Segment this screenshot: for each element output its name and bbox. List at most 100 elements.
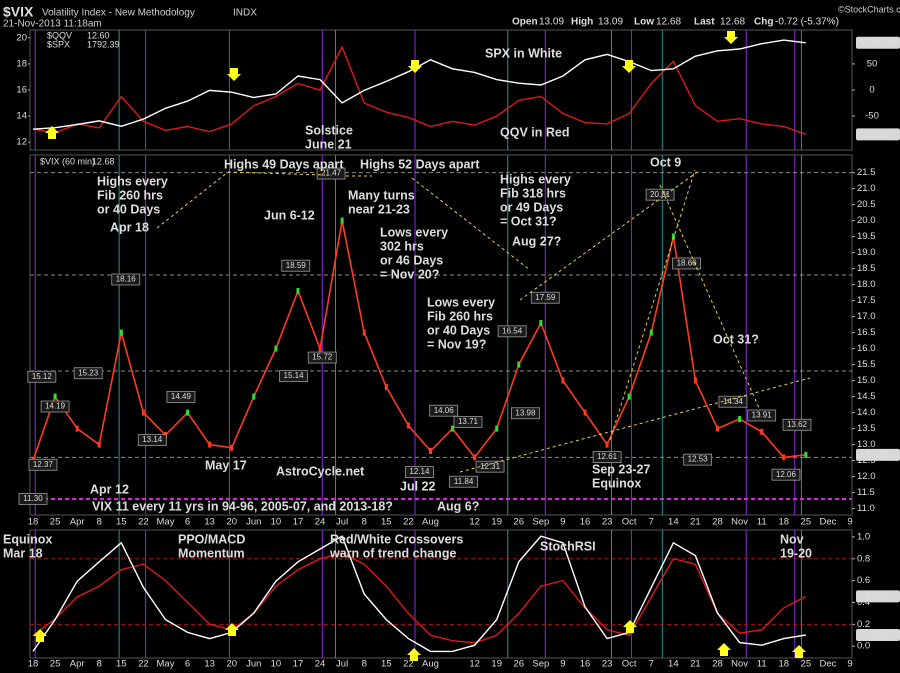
callout-label: 12.06 — [776, 470, 797, 479]
annotation: Fib 318 hrs — [500, 186, 566, 200]
last-value-box — [856, 448, 900, 461]
callout-label: 18.59 — [286, 261, 307, 270]
cycle-arrow — [45, 126, 59, 139]
annotation: Fib 260 hrs — [427, 309, 493, 323]
callout-label: 13.62 — [787, 420, 808, 429]
callout-box — [449, 475, 478, 488]
last-value-label: 12.60 — [866, 129, 890, 140]
panel-frame — [29, 154, 853, 516]
y-tick-label: 1.0 — [857, 531, 870, 542]
y-tick-label: 0.6 — [857, 575, 870, 586]
callout-box — [771, 468, 801, 481]
y-tick-label: 16.0 — [857, 343, 876, 354]
callout-box — [166, 391, 196, 403]
timestamp: 21-Nov-2013 11:18am — [3, 19, 102, 30]
callout-box — [429, 404, 459, 417]
legend-value: 1792.39 — [87, 39, 120, 49]
y-tick-label: 0.2 — [857, 619, 870, 630]
annotation: = Oct 31? — [500, 214, 557, 228]
annotation: Jul 22 — [400, 479, 435, 493]
x-tick-label: 9 — [847, 659, 852, 670]
y-tick-label: 0.8 — [857, 553, 870, 564]
callout-box — [530, 291, 560, 304]
price-point — [384, 384, 388, 390]
symbol: $VIX — [3, 4, 34, 20]
x-tick-label: May — [157, 517, 175, 528]
x-tick-label: 25 — [50, 659, 61, 670]
price-point — [252, 393, 256, 400]
price-point — [75, 425, 79, 432]
price-point — [495, 425, 499, 432]
callout-box — [316, 167, 346, 180]
x-tick-label: 17 — [293, 659, 304, 670]
trend-line — [411, 177, 531, 271]
annotation: SPX in White — [485, 46, 562, 60]
x-tick-label: Dec — [819, 517, 836, 528]
x-tick-label: Dec — [819, 659, 836, 670]
x-tick-label: Jul — [336, 659, 348, 670]
callout-box — [40, 400, 70, 413]
price-point — [230, 444, 234, 451]
last-value-label: 4.518 — [866, 629, 890, 640]
trend-line — [609, 169, 696, 441]
callout-label: 13.14 — [142, 435, 163, 444]
x-tick-label: 18 — [778, 659, 789, 670]
y-tick-label: 17.5 — [857, 295, 876, 306]
x-tick-label: 18 — [28, 517, 39, 528]
quote-label: Last — [694, 17, 715, 28]
y-tick-label: 13.5 — [857, 423, 876, 434]
y-tick-label: 50 — [867, 58, 878, 69]
y-tick-label: -50 — [865, 111, 879, 122]
annotation: Highs 49 Days apart — [224, 157, 344, 171]
annotation: PPO/MACD — [178, 532, 245, 546]
quote-value: -0.72 (-5.37%) — [775, 17, 839, 28]
legend-name: $QQV — [47, 30, 72, 40]
callout-box — [497, 325, 527, 338]
annotation: = Nov 19? — [427, 337, 486, 351]
y-tick-label: 16 — [16, 85, 27, 96]
annotation: or 49 Days — [500, 200, 563, 214]
annotation: Apr 18 — [110, 220, 149, 234]
callout-box — [405, 466, 434, 479]
callout-label: 12.14 — [409, 467, 430, 476]
price-point — [671, 233, 675, 240]
annotation: 19-20 — [780, 546, 812, 560]
x-tick-label: 15 — [116, 517, 127, 528]
y-tick-label: 14.0 — [857, 407, 876, 418]
x-tick-label: 11 — [757, 517, 767, 528]
price-point — [141, 409, 145, 416]
quote-value: 13.09 — [598, 17, 623, 28]
legend-value: 12.60 — [87, 30, 110, 40]
series-line — [32, 39, 806, 130]
price-point — [208, 441, 212, 448]
callout-label: 13.71 — [458, 417, 479, 426]
price-point — [693, 377, 697, 384]
price-point — [804, 451, 808, 458]
y-tick-label: 15.0 — [857, 375, 876, 386]
legend-name: $VIX (60 min) — [40, 156, 95, 166]
callout-label: 12.31 — [480, 462, 501, 471]
annotation: Fib 260 hrs — [97, 188, 163, 202]
cycle-arrow — [408, 60, 422, 73]
callout-label: 14.19 — [45, 402, 66, 411]
callout-label: 13.91 — [752, 411, 773, 420]
callout-label: 14.49 — [171, 392, 192, 401]
y-tick-label: 0 — [869, 85, 874, 96]
x-tick-label: Nov — [731, 659, 748, 670]
x-tick-label: 23 — [602, 517, 613, 528]
price-point — [738, 416, 742, 422]
x-tick-label: 9 — [560, 659, 565, 670]
callout-box — [137, 434, 167, 447]
quote-label: High — [571, 17, 593, 28]
callout-label: 14.34 — [723, 397, 744, 406]
y-tick-label: 21.5 — [857, 167, 876, 178]
callout-label: 12.61 — [597, 452, 618, 461]
x-tick-label: 24 — [315, 659, 326, 670]
y-tick-label: 12.0 — [857, 471, 876, 482]
x-tick-label: 6 — [185, 659, 190, 670]
y-tick-label: 13.0 — [857, 439, 876, 450]
cycle-arrow — [717, 643, 731, 656]
price-point — [782, 454, 786, 461]
x-tick-label: 22 — [138, 517, 149, 528]
